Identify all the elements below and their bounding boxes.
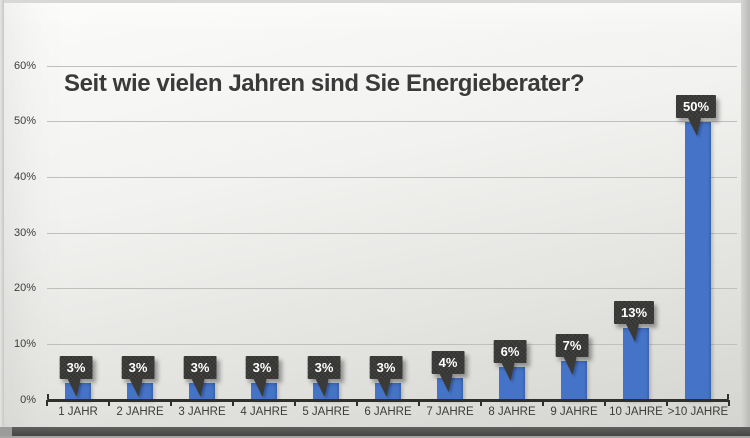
data-label-callout: 3% [370,356,403,398]
x-axis-tick-label: 10 JAHRE [609,406,663,418]
slide-bottom-edge [12,427,750,436]
x-axis-tick-label: 4 JAHRE [240,406,288,418]
data-label-callout: 6% [494,340,527,381]
gridline-10pct [47,343,737,345]
bar->10-jahre [685,121,711,400]
x-axis-tick-label: >10 JAHRE [667,406,729,418]
data-label-callout: 3% [122,356,155,398]
y-axis-tick-label: 10% [13,337,36,350]
callout-pointer [439,373,453,392]
y-axis-tick-label: 60% [13,59,36,72]
gridline-50pct [47,121,737,123]
slide-top-edge [0,0,750,3]
x-axis-tick [356,400,358,406]
callout-pointer [67,379,81,398]
x-axis-tick [418,400,420,406]
y-axis-tick-label: 30% [13,226,36,239]
data-label-callout: 7% [556,334,589,376]
x-axis-line [47,399,729,402]
x-axis-endcap [47,394,49,399]
x-axis-tick-label: 7 JAHRE [426,406,474,418]
gridline-20pct [47,288,737,290]
x-axis-tick [666,400,668,406]
y-axis-tick-label: 20% [13,282,36,295]
callout-pointer [315,379,329,398]
x-axis-tick-label: 6 JAHRE [364,406,412,418]
gridline-40pct [47,176,737,178]
data-label-callout: 13% [614,301,654,342]
data-label-callout: 4% [432,351,465,392]
x-axis-tick-label: 8 JAHRE [488,406,536,418]
x-axis-tick [480,400,482,406]
slide-bottom-edge-left [0,427,12,436]
x-axis-tick-label: 9 JAHRE [550,406,598,418]
y-axis-tick-label: 40% [13,170,36,183]
callout-pointer [626,323,639,342]
callout-pointer [191,379,205,398]
gridline-60pct [47,65,737,67]
callout-pointer [688,117,701,136]
chart-title: Seit wie vielen Jahren sind Sie Energieb… [64,70,585,97]
slide-right-edge [741,0,750,438]
data-label-callout: 3% [60,356,93,398]
x-axis-tick-label: 1 JAHR [58,406,98,418]
data-label-callout: 3% [184,356,217,398]
data-label-callout: 3% [308,356,341,398]
x-axis-tick [232,400,234,406]
callout-pointer [501,362,515,381]
callout-pointer [253,379,267,398]
x-axis-tick [294,400,296,406]
slide-bottom-shadow [0,436,750,438]
callout-pointer [563,357,577,376]
x-axis-tick [108,400,110,406]
x-axis-tick [604,400,606,406]
x-axis-tick [728,400,730,406]
y-axis-tick-label: 50% [13,115,36,128]
slide-left-edge [0,0,4,438]
x-axis-tick [170,400,172,406]
x-axis-tick-label: 2 JAHRE [116,406,164,418]
x-axis-endcap [727,394,729,399]
data-label-callout: 3% [246,356,279,398]
gridline-30pct [47,232,737,234]
callout-pointer [377,379,391,398]
x-axis-tick-label: 5 JAHRE [302,406,350,418]
x-axis-tick [46,400,48,406]
y-axis-tick-label: 0% [20,393,36,406]
data-label-callout: 50% [676,95,716,136]
callout-pointer [129,379,143,398]
x-axis-tick-label: 3 JAHRE [178,406,226,418]
x-axis-tick [542,400,544,406]
